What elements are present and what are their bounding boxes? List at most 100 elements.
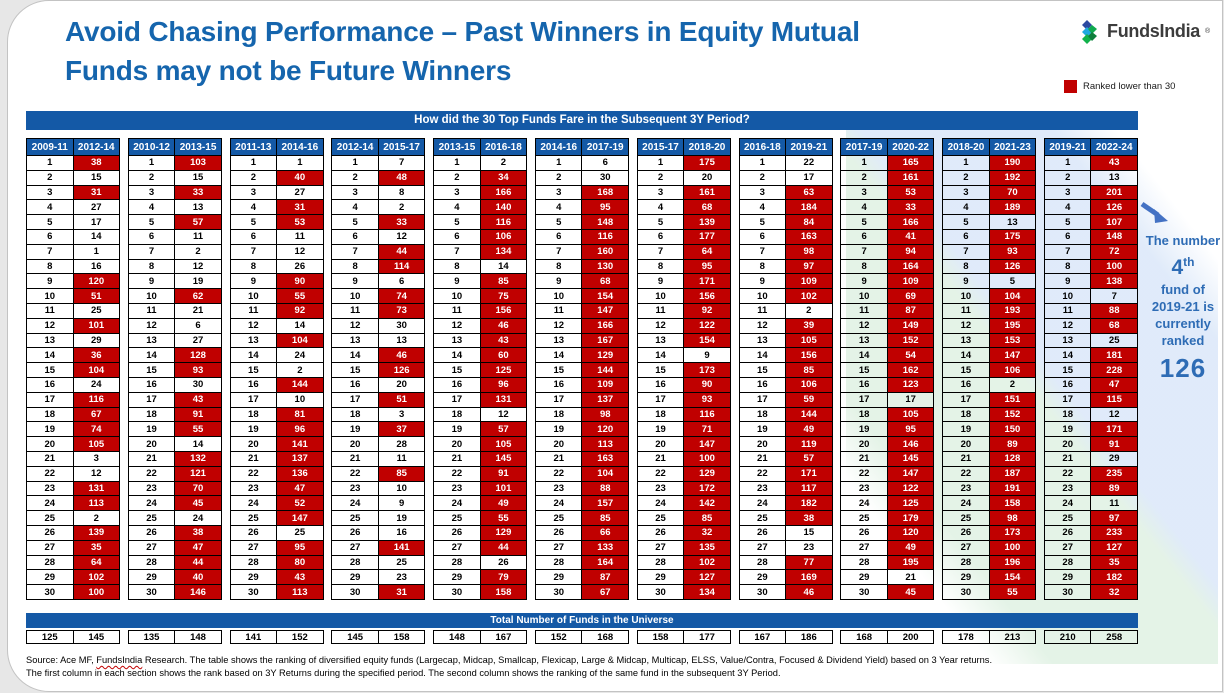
rank-cell: 18 — [27, 407, 74, 423]
subsequent-rank-cell: 144 — [786, 407, 833, 423]
subsequent-rank-cell: 35 — [1091, 555, 1138, 571]
subsequent-rank-cell: 17 — [786, 170, 833, 186]
subsequent-rank-cell: 46 — [378, 348, 426, 364]
table-row: 13 43 — [434, 333, 528, 349]
subsequent-rank-cell: 1 — [277, 156, 324, 171]
table-row: 19 150 — [943, 422, 1037, 438]
subsequent-rank-cell: 9 — [378, 496, 426, 512]
subsequent-rank-cell: 182 — [786, 496, 833, 512]
rank-cell: 1 — [841, 156, 888, 171]
table-row: 22 104 — [535, 466, 629, 482]
rank-cell: 11 — [27, 303, 74, 319]
subsequent-rank-cell: 148 — [1091, 229, 1138, 245]
subsequent-rank-cell: 13 — [1091, 170, 1138, 186]
subsequent-rank-cell: 68 — [582, 274, 629, 290]
table-row: 14 156 — [739, 348, 833, 364]
subsequent-rank-cell: 54 — [887, 348, 935, 364]
subsequent-rank-cell: 116 — [73, 392, 120, 408]
rank-cell: 30 — [230, 585, 278, 600]
subsequent-rank-cell: 11 — [1091, 496, 1138, 512]
subsequent-rank-cell: 75 — [480, 289, 528, 304]
table-row: 4 31 — [230, 200, 324, 216]
rank-cell: 9 — [332, 274, 379, 290]
rank-cell: 14 — [637, 348, 685, 364]
subsequent-rank-cell: 145 — [480, 451, 528, 467]
subsequent-rank-cell: 104 — [582, 466, 629, 482]
table-row: 8 14 — [434, 259, 528, 275]
total-funds-cell: 167 — [480, 631, 528, 644]
period-group: 2019-21 2022-24 1 43 2 13 3 201 4 126 5 107 6 148 7 72 8… — [1043, 138, 1138, 600]
period-group: 2017-19 2020-22 1 165 2 161 3 53 4 33 5 166 6 41 7 94 8 1… — [840, 138, 935, 600]
rank-cell: 21 — [739, 451, 787, 467]
subsequent-rank-cell: 142 — [684, 496, 731, 512]
subsequent-rank-cell: 166 — [582, 318, 629, 334]
subsequent-rank-cell: 19 — [378, 511, 426, 526]
rank-cell: 5 — [535, 215, 583, 230]
rank-cell: 20 — [1044, 437, 1092, 452]
rank-cell: 5 — [841, 215, 888, 230]
subsequent-rank-cell: 149 — [887, 318, 935, 334]
table-row: 11 193 — [943, 303, 1037, 319]
subsequent-rank-cell: 87 — [582, 570, 629, 586]
rank-cell: 15 — [434, 363, 481, 378]
subsequent-rank-cell: 67 — [73, 407, 120, 423]
subsequent-rank-cell: 60 — [480, 348, 528, 364]
table-row: 24 52 — [230, 496, 324, 512]
table-row: 6 148 — [1044, 229, 1138, 245]
rank-cell: 20 — [332, 437, 379, 452]
table-row: 6 41 — [841, 229, 935, 245]
subsequent-rank-cell: 51 — [378, 392, 426, 408]
slide-background: Avoid Chasing Performance – Past Winners… — [7, 0, 1223, 692]
rank-cell: 12 — [535, 318, 583, 334]
rank-cell: 29 — [637, 570, 685, 586]
subsequent-rank-cell: 147 — [989, 348, 1037, 364]
rank-cell: 26 — [535, 525, 583, 541]
rank-cell: 4 — [434, 200, 481, 216]
table-row: 6 12 — [332, 229, 426, 245]
rank-cell: 3 — [1044, 185, 1092, 201]
table-row: 20 141 — [230, 437, 324, 452]
table-row: 1 165 — [841, 156, 935, 171]
rank-cell: 5 — [1044, 215, 1092, 230]
table-row: 6 163 — [739, 229, 833, 245]
table-row: 1 22 — [739, 156, 833, 171]
table-row: 8 97 — [739, 259, 833, 275]
table-row: 29 23 — [332, 570, 426, 586]
table-row: 25 85 — [535, 511, 629, 526]
rank-cell: 22 — [739, 466, 787, 482]
rank-cell: 21 — [943, 451, 990, 467]
table-row: 5 33 — [332, 215, 426, 230]
rank-cell: 10 — [943, 289, 990, 304]
table-row: 22 85 — [332, 466, 426, 482]
table-row: 9 85 — [434, 274, 528, 290]
table-row: 20 28 — [332, 437, 426, 452]
table-row: 4 189 — [943, 200, 1037, 216]
table-row: 12 122 — [637, 318, 731, 334]
totals-pair: 152 168 — [534, 630, 629, 644]
subsequent-rank-cell: 129 — [480, 525, 528, 541]
rank-cell: 14 — [943, 348, 990, 364]
subsequent-rank-cell: 100 — [1091, 259, 1138, 275]
rank-cell: 15 — [535, 363, 583, 378]
rank-cell: 16 — [332, 377, 379, 393]
subsequent-rank-cell: 137 — [582, 392, 629, 408]
rank-cell: 6 — [434, 229, 481, 245]
rank-cell: 8 — [128, 259, 176, 275]
rank-cell: 5 — [230, 215, 278, 230]
subsequent-rank-cell: 189 — [989, 200, 1037, 216]
rank-cell: 23 — [1044, 481, 1092, 497]
rank-cell: 22 — [434, 466, 481, 482]
rank-cell: 19 — [332, 422, 379, 438]
table-row: 12 195 — [943, 318, 1037, 334]
table-row: 8 100 — [1044, 259, 1138, 275]
rank-cell: 7 — [841, 244, 888, 260]
rank-cell: 16 — [535, 377, 583, 393]
table-row: 7 134 — [434, 244, 528, 260]
rank-cell: 14 — [1044, 348, 1092, 364]
table-row: 28 26 — [434, 555, 528, 571]
rank-cell: 18 — [1044, 407, 1092, 423]
rank-cell: 1 — [943, 156, 990, 171]
subsequent-rank-cell: 157 — [582, 496, 629, 512]
subsequent-rank-cell: 98 — [786, 244, 833, 260]
table-row: 6 106 — [434, 229, 528, 245]
